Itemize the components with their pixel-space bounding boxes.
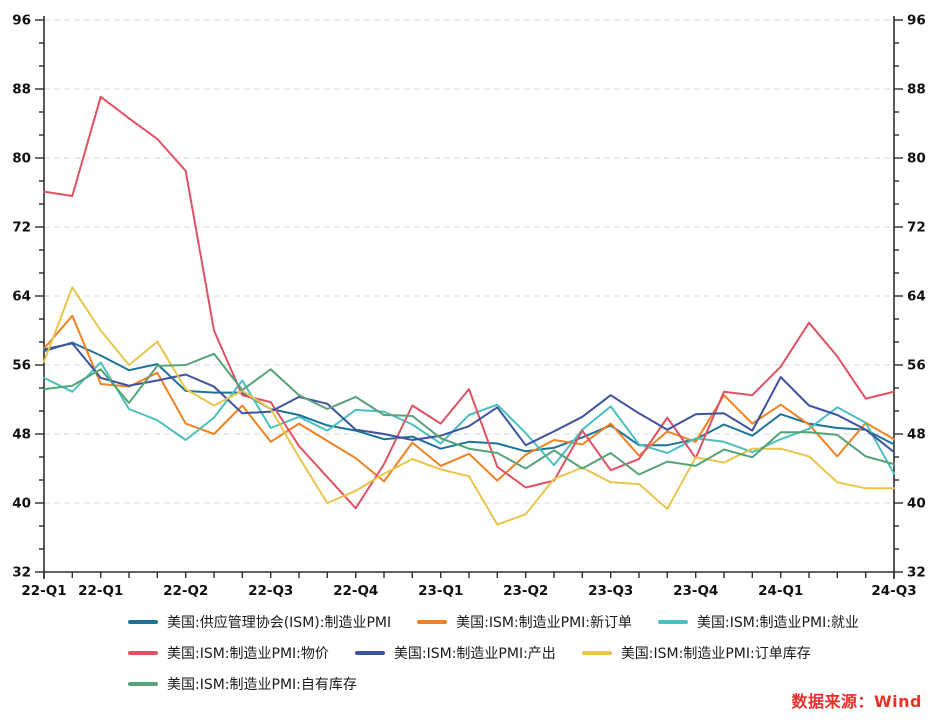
legend-label: 美国:ISM:制造业PMI:物价 [167, 646, 329, 662]
y-axis-label-right: 48 [907, 427, 926, 443]
legend: 美国:供应管理协会(ISM):制造业PMI 美国:ISM:制造业PMI:新订单 美国… [0, 600, 936, 694]
legend-swatch [128, 682, 158, 686]
legend-swatch [128, 651, 158, 655]
series-line-3 [43, 95, 895, 510]
legend-item: 美国:供应管理协会(ISM):制造业PMI [128, 612, 391, 632]
x-axis-label: 23-Q3 [588, 583, 633, 599]
y-axis-label-left: 56 [12, 358, 31, 374]
y-axis-label-right: 56 [907, 358, 926, 374]
legend-item: 美国:ISM:制造业PMI:订单库存 [581, 643, 811, 663]
x-axis-label: 23-Q1 [418, 583, 463, 599]
x-axis-label: 22-Q4 [333, 583, 378, 599]
y-axis-label-left: 72 [12, 220, 31, 236]
legend-item: 美国:ISM:制造业PMI:新订单 [417, 612, 632, 632]
y-axis-label-left: 64 [12, 289, 31, 305]
y-axis-label-left: 96 [12, 13, 31, 29]
legend-row: 美国:ISM:制造业PMI:自有库存 [128, 674, 936, 694]
legend-label: 美国:ISM:制造业PMI:新订单 [456, 615, 633, 631]
x-axis-label: 22-Q1 [78, 583, 123, 599]
y-axis-label-right: 72 [907, 220, 926, 236]
x-axis-label: 23-Q4 [673, 583, 718, 599]
y-axis-label-left: 48 [12, 427, 31, 443]
legend-item: 美国:ISM:制造业PMI:就业 [658, 612, 859, 632]
legend-item: 美国:ISM:制造业PMI:自有库存 [128, 674, 357, 694]
series-line-1 [43, 314, 895, 483]
legend-row: 美国:供应管理协会(ISM):制造业PMI 美国:ISM:制造业PMI:新订单 美国… [128, 612, 936, 632]
source-text: 数据来源：Wind [791, 692, 922, 711]
legend-swatch [658, 620, 689, 624]
legend-label: 美国:ISM:制造业PMI:订单库存 [620, 646, 811, 662]
series-line-5 [43, 286, 895, 526]
y-axis-label-right: 64 [907, 289, 926, 305]
x-axis-label: 24-Q3 [871, 583, 916, 599]
y-axis-label-right: 80 [907, 151, 926, 167]
y-axis-label-right: 96 [907, 13, 926, 29]
y-axis-label-left: 32 [12, 565, 31, 581]
y-axis-label-right: 88 [907, 82, 926, 98]
x-axis-label: 24-Q1 [758, 583, 803, 599]
y-axis-label-right: 32 [907, 565, 926, 581]
chart-canvas: 32 32 40 40 48 48 56 56 64 64 72 72 80 80 88 88 96 96 22-Q… [12, 13, 926, 600]
series-line-4 [43, 342, 895, 454]
series-line-6 [43, 352, 895, 476]
x-axis-label: 22-Q2 [163, 583, 208, 599]
series-line-2 [43, 361, 895, 475]
legend-swatch [581, 651, 612, 655]
legend-label: 美国:ISM:制造业PMI:产出 [393, 646, 556, 662]
legend-swatch [128, 620, 158, 624]
legend-label: 美国:ISM:制造业PMI:就业 [697, 615, 859, 631]
y-axis-label-right: 40 [907, 496, 926, 512]
x-axis-label: 23-Q2 [503, 583, 548, 599]
x-axis-label: 22-Q3 [248, 583, 293, 599]
legend-swatch [354, 651, 385, 655]
y-axis-label-left: 88 [12, 82, 31, 98]
series-line-0 [43, 341, 895, 453]
legend-swatch [417, 620, 448, 624]
y-axis-label-left: 80 [12, 151, 31, 167]
legend-item: 美国:ISM:制造业PMI:物价 [128, 643, 329, 663]
legend-item: 美国:ISM:制造业PMI:产出 [354, 643, 556, 663]
legend-row: 美国:ISM:制造业PMI:物价 美国:ISM:制造业PMI:产出 美国:ISM:制… [128, 643, 936, 663]
y-axis-label-left: 40 [12, 496, 31, 512]
legend-label: 美国:供应管理协会(ISM):制造业PMI [167, 615, 392, 631]
legend-label: 美国:ISM:制造业PMI:自有库存 [167, 677, 357, 693]
x-axis-label: 22-Q1 [21, 583, 66, 599]
